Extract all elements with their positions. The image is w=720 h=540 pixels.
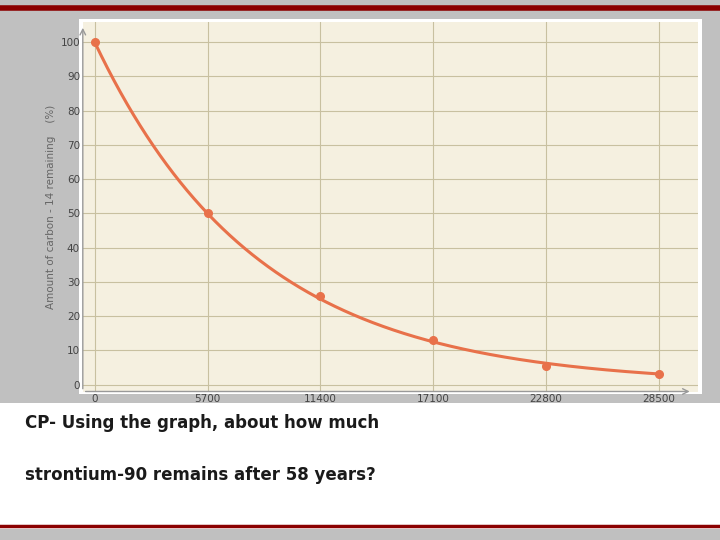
Y-axis label: Amount of carbon - 14 remaining    (%): Amount of carbon - 14 remaining (%) [46,104,56,309]
X-axis label: Time in years: Time in years [351,408,431,421]
FancyBboxPatch shape [0,403,720,529]
Text: strontium-90 remains after 58 years?: strontium-90 remains after 58 years? [25,465,376,484]
Text: CP- Using the graph, about how much: CP- Using the graph, about how much [25,414,379,432]
